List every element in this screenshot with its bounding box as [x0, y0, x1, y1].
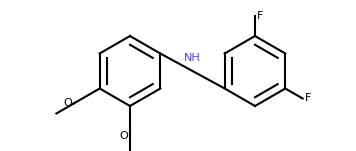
Text: F: F — [305, 93, 311, 103]
Text: O: O — [119, 131, 128, 141]
Text: NH: NH — [184, 53, 201, 63]
Text: O: O — [63, 98, 72, 109]
Text: F: F — [257, 11, 263, 21]
